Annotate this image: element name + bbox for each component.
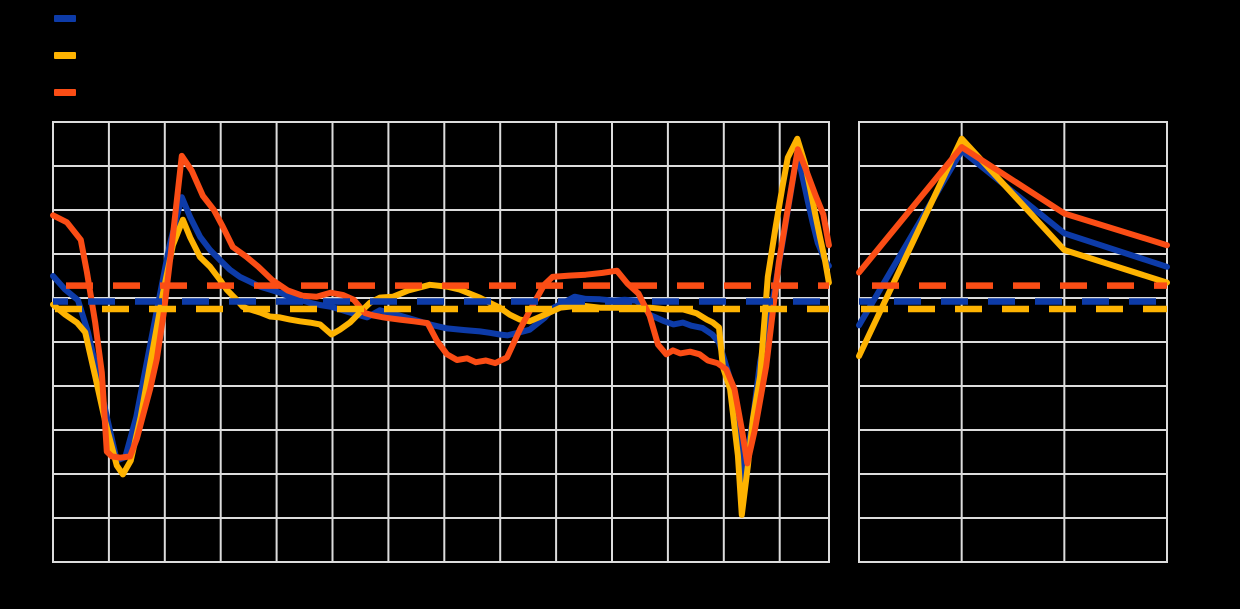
main-panel-series-blue — [50, 149, 832, 485]
legend-swatch-blue — [54, 15, 76, 22]
legend-item-yellow — [54, 52, 86, 59]
side-panel-series-yellow — [856, 135, 1170, 360]
side-panel-series-orange — [856, 144, 1170, 276]
main-panel-series-orange — [50, 146, 832, 467]
legend — [54, 15, 86, 126]
legend-item-blue — [54, 15, 86, 22]
legend-item-orange — [54, 89, 86, 96]
main-panel-border — [52, 121, 830, 563]
side-panel-border — [858, 121, 1168, 563]
legend-swatch-orange — [54, 89, 76, 96]
legend-swatch-yellow — [54, 52, 76, 59]
